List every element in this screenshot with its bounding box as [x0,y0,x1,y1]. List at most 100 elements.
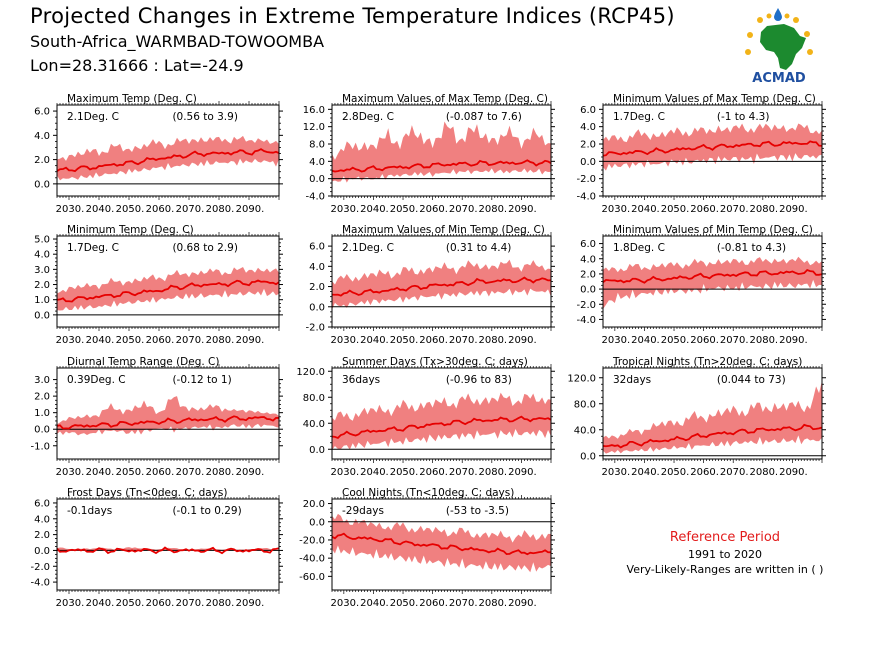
x-tick-label: 2090. [508,598,537,609]
x-tick-label: 2080. [206,204,235,215]
x-tick-label: 2070. [449,204,478,215]
y-tick-label: -4.0 [30,578,50,589]
africa-continent-icon [760,24,806,70]
y-tick-label: -4.0 [576,192,596,203]
x-tick-label: 2050. [661,204,690,215]
chart-panel: 0.0 40.0 80.0 120.0 2030. 2040. 2050. 2060. 2070… [296,356,555,478]
x-tick-label: 2080. [206,467,235,478]
x-tick-label: 2070. [176,598,205,609]
x-tick-label: 2080. [749,204,778,215]
page-title: Projected Changes in Extreme Temperature… [30,4,675,28]
chart-title: Minimum Values of Min Temp (Deg. C) [613,224,813,236]
y-tick-label: -2.0 [576,174,596,185]
x-tick-label: 2040. [86,467,115,478]
y-tick-label: 0.0 [309,445,325,456]
chart-title: Tropical Nights (Tn>20deg. C; days) [612,356,802,368]
x-tick-label: 2040. [631,335,660,346]
y-tick-label: 0.0 [580,285,596,296]
x-tick-label: 2090. [236,335,265,346]
x-tick-label: 2030. [602,335,631,346]
x-tick-label: 2060. [690,204,719,215]
y-tick-label: 4.0 [34,131,50,142]
chart-title: Cool Nights (Tn<10deg. C; days) [342,487,514,499]
x-tick-label: 2080. [206,598,235,609]
chart-panel: -4.0 0.0 4.0 8.0 12.0 16.0 2030. 2040. 2050. 2060… [303,93,555,215]
x-tick-label: 2050. [390,467,419,478]
x-tick-label: 2060. [419,467,448,478]
x-tick-label: 2080. [206,335,235,346]
x-tick-label: 2050. [116,467,145,478]
y-tick-label: -4.0 [305,192,325,203]
x-tick-label: 2060. [690,335,719,346]
median-series-line [602,140,823,157]
y-tick-label: -20.0 [299,535,325,546]
y-tick-label: 4.0 [34,250,50,261]
chart-title: Minimum Values of Max Temp (Deg. C) [613,93,816,105]
x-tick-label: 2030. [56,598,85,609]
uncertainty-band [603,380,822,454]
x-tick-label: 2090. [236,467,265,478]
region-name: South-Africa_WARMBAD-TOWOOMBA [30,32,325,51]
y-tick-label: 2.0 [34,530,50,541]
y-tick-label: 4.0 [309,157,325,168]
x-tick-label: 2050. [390,598,419,609]
x-tick-label: 2070. [176,467,205,478]
y-tick-label: 2.0 [309,282,325,293]
x-tick-label: 2030. [331,335,360,346]
change-value: -0.1days [67,505,112,517]
y-tick-label: 120.0 [567,373,596,384]
x-tick-label: 2060. [146,335,175,346]
y-tick-label: 6.0 [580,239,596,250]
median-series-line [331,276,552,297]
x-tick-label: 2090. [236,204,265,215]
very-likely-range: (-0.087 to 7.6) [446,111,522,123]
change-value: 1.7Deg. C [613,111,665,123]
y-tick-label: 80.0 [574,399,596,410]
chart-panel: -4.0 -2.0 0.0 2.0 4.0 6.0 2030. 2040. 2050. 2060.… [30,487,283,609]
very-likely-range: (-0.96 to 83) [446,374,512,386]
x-tick-label: 2060. [146,204,175,215]
x-tick-label: 2040. [360,335,389,346]
change-value: 1.7Deg. C [67,242,119,254]
y-tick-label: -2.0 [305,323,325,334]
very-likely-range: (-53 to -3.5) [446,505,509,517]
x-tick-label: 2040. [631,204,660,215]
chart-panel: -4.0 -2.0 0.0 2.0 4.0 6.0 2030. 2040. 2050. 2060.… [576,93,826,215]
very-likely-range: (-1 to 4.3) [717,111,770,123]
very-likely-range: (0.044 to 73) [717,374,786,386]
x-tick-label: 2050. [116,598,145,609]
x-tick-label: 2070. [176,204,205,215]
sun-rays-icon [745,11,813,55]
raindrop-icon [774,8,782,21]
change-value: 32days [613,374,651,386]
uncertainty-band [603,123,822,171]
y-tick-label: 0.0 [34,179,50,190]
reference-period-title: Reference Period [669,530,781,545]
africa-map-logo-icon: ACMAD [745,8,813,86]
x-tick-label: 2070. [176,335,205,346]
uncertainty-band [332,513,551,573]
x-tick-label: 2040. [360,467,389,478]
y-tick-label: 8.0 [309,140,325,151]
x-tick-label: 2060. [419,598,448,609]
x-tick-label: 2050. [661,467,690,478]
y-tick-label: 40.0 [574,425,596,436]
median-series-line [56,279,280,303]
y-tick-label: 80.0 [303,393,325,404]
y-tick-label: 120.0 [296,367,325,378]
x-tick-label: 2040. [631,467,660,478]
x-tick-label: 2060. [419,335,448,346]
x-tick-label: 2050. [390,335,419,346]
y-tick-label: 3.0 [34,375,50,386]
x-tick-label: 2030. [331,598,360,609]
y-tick-label: 4.0 [309,262,325,273]
median-series-line [602,423,823,449]
very-likely-range: (0.68 to 2.9) [172,242,238,254]
median-series-line [56,415,280,430]
median-series-line [56,546,280,555]
y-tick-label: -4.0 [576,315,596,326]
very-likely-range: (0.56 to 3.9) [172,111,238,123]
y-tick-label: 6.0 [34,498,50,509]
x-tick-label: 2030. [56,467,85,478]
y-tick-label: -2.0 [30,562,50,573]
